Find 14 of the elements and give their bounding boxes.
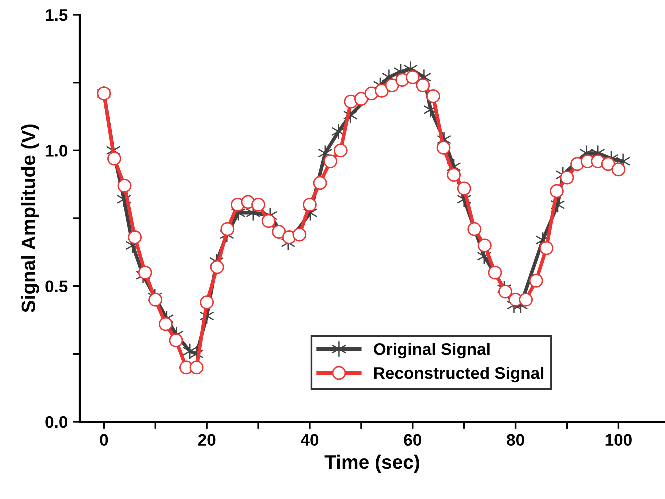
y-axis-title: Signal Amplitude (V) xyxy=(21,124,40,313)
y-tick-label: 0.0 xyxy=(46,416,68,428)
legend-label: Original Signal xyxy=(374,343,490,359)
x-axis-title: Time (sec) xyxy=(324,454,420,474)
y-tick-label: 1.5 xyxy=(46,10,68,22)
y-tick-label: 1.0 xyxy=(46,145,68,157)
y-tick-label: 0.5 xyxy=(46,280,68,293)
x-tick-label: 0 xyxy=(100,434,108,446)
x-tick-label: 40 xyxy=(300,434,319,446)
x-tick-label: 20 xyxy=(198,434,216,446)
legend-label: Reconstructed Signal xyxy=(374,366,544,383)
x-tick-label: 60 xyxy=(404,434,422,446)
x-tick-label: 100 xyxy=(606,434,632,446)
x-tick-label: 80 xyxy=(507,434,524,446)
